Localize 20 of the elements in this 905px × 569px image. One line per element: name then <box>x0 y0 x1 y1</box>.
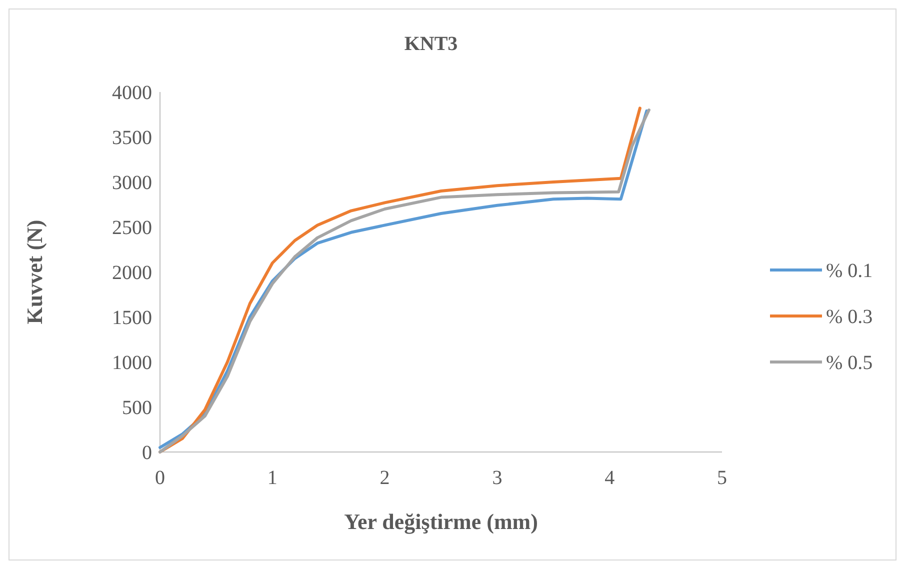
x-tick-label: 5 <box>717 467 727 489</box>
chart-title: KNT3 <box>404 33 458 55</box>
x-axis-title: Yer değiştirme (mm) <box>344 509 538 534</box>
y-tick-label: 1500 <box>112 307 152 329</box>
y-tick-label: 0 <box>142 442 152 464</box>
legend-label: % 0.1 <box>826 260 873 282</box>
x-tick-label: 2 <box>380 467 390 489</box>
legend-label: % 0.3 <box>826 306 873 328</box>
y-axis-title: Kuvvet (N) <box>22 220 47 324</box>
y-tick-label: 500 <box>122 397 152 419</box>
y-tick-label: 4000 <box>112 82 152 104</box>
x-tick-label: 1 <box>267 467 278 489</box>
x-tick-label: 4 <box>604 467 615 489</box>
y-tick-label: 2500 <box>112 217 152 239</box>
y-tick-label: 3000 <box>112 172 152 194</box>
x-tick-label: 3 <box>492 467 502 489</box>
y-tick-label: 1000 <box>112 352 152 374</box>
y-tick-label: 2000 <box>112 262 152 284</box>
y-tick-label: 3500 <box>112 127 152 149</box>
legend-label: % 0.5 <box>826 352 873 374</box>
